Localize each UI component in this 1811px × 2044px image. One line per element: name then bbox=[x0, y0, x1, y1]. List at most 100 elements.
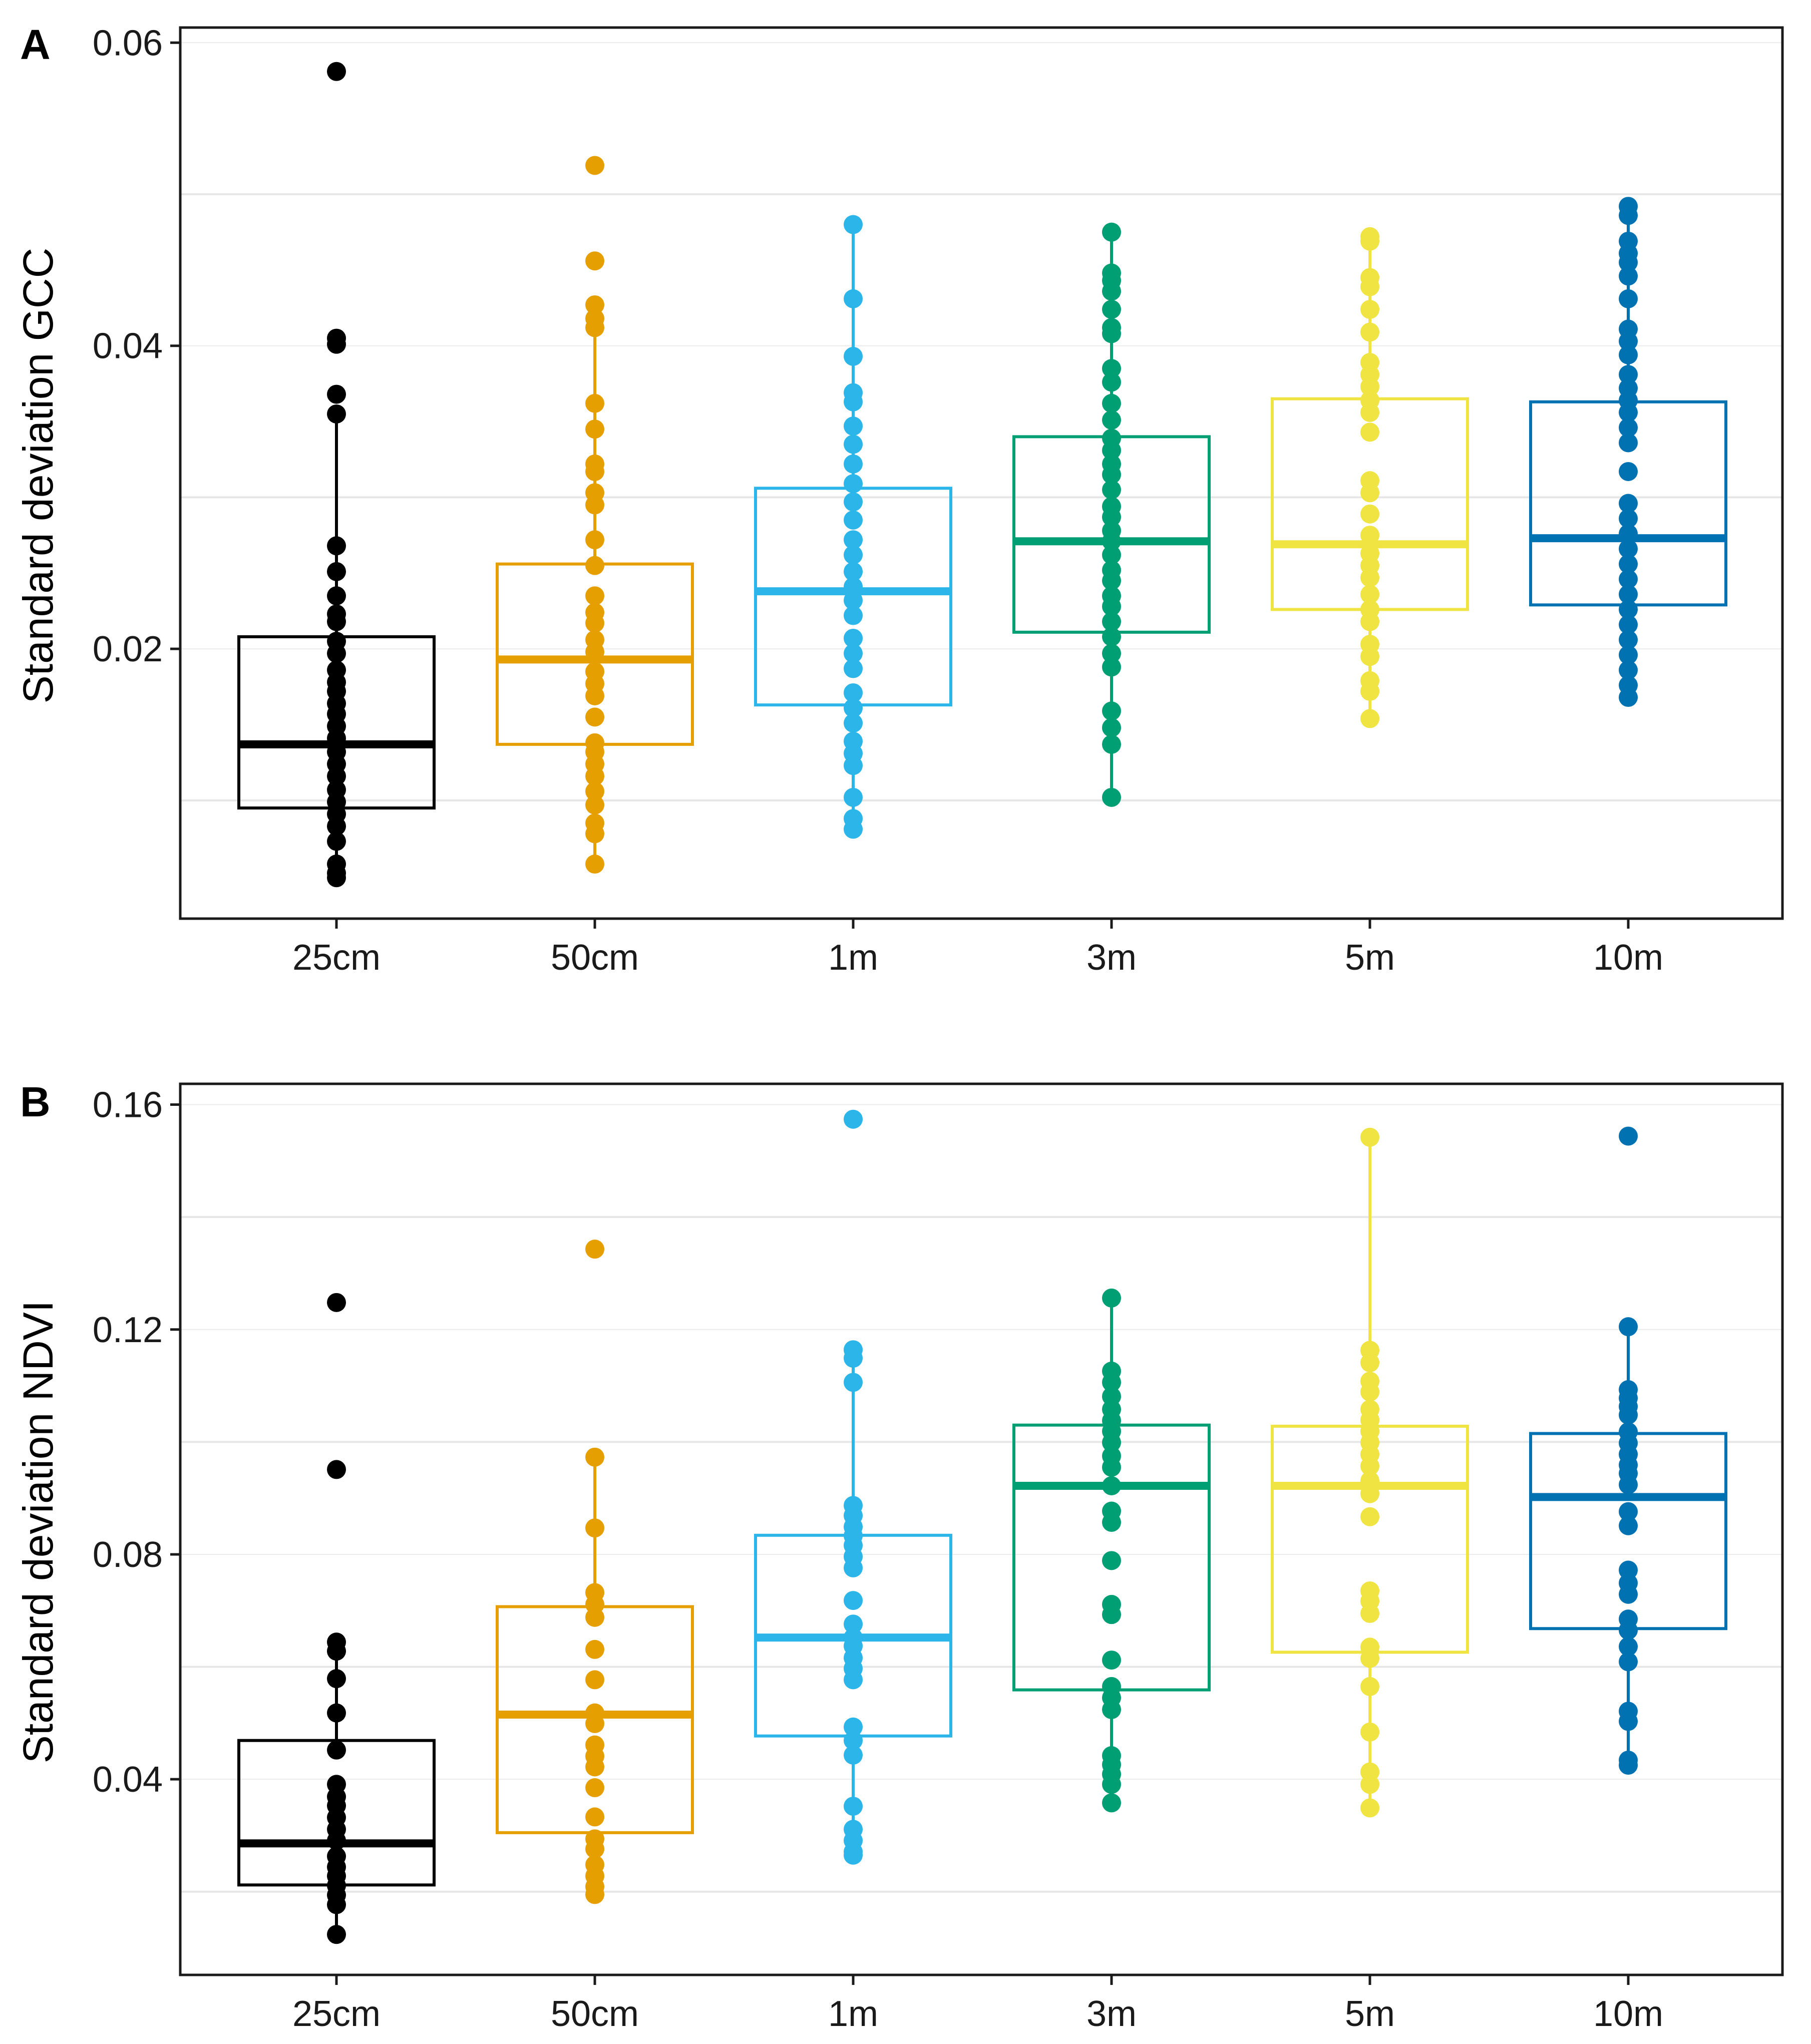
panel-a-y-tick-label: 0.06 bbox=[93, 23, 163, 63]
data-point bbox=[327, 1669, 346, 1689]
data-point bbox=[1360, 568, 1379, 587]
data-point bbox=[844, 392, 863, 412]
data-point bbox=[1619, 418, 1638, 438]
data-point bbox=[1102, 372, 1121, 392]
data-point bbox=[1360, 1649, 1379, 1668]
data-point bbox=[1102, 222, 1121, 242]
data-point bbox=[327, 1703, 346, 1723]
data-point bbox=[844, 756, 863, 775]
data-point bbox=[1619, 1652, 1638, 1672]
panel-b-box-1m bbox=[754, 1109, 952, 1865]
data-point bbox=[1619, 331, 1638, 351]
data-point bbox=[1360, 1603, 1379, 1623]
data-point bbox=[327, 1740, 346, 1760]
data-point bbox=[1619, 630, 1638, 649]
data-point bbox=[844, 591, 863, 610]
data-point bbox=[1102, 359, 1121, 378]
data-point bbox=[1102, 644, 1121, 663]
data-point bbox=[585, 1670, 604, 1690]
panel-b-border bbox=[179, 1082, 1784, 1976]
data-point bbox=[327, 586, 346, 606]
data-point bbox=[844, 1349, 863, 1368]
data-point bbox=[327, 1642, 346, 1661]
data-point bbox=[844, 435, 863, 454]
data-point bbox=[844, 1845, 863, 1865]
data-point bbox=[327, 868, 346, 888]
data-point bbox=[844, 1670, 863, 1690]
data-point bbox=[585, 824, 604, 844]
panel-b-axes: 0.04 0.08 0.12 0.16 25cm 50cm 1m 3m 5m 10m bbox=[93, 1082, 1784, 2034]
data-point bbox=[844, 1614, 863, 1634]
data-point bbox=[1619, 569, 1638, 589]
data-point bbox=[1102, 1373, 1121, 1392]
data-point bbox=[844, 820, 863, 839]
data-point bbox=[585, 1757, 604, 1777]
data-point bbox=[1102, 441, 1121, 460]
data-point bbox=[585, 556, 604, 575]
data-point bbox=[1619, 1620, 1638, 1640]
panel-a-box-10m bbox=[1529, 197, 1727, 707]
data-point bbox=[1360, 647, 1379, 666]
data-point bbox=[1102, 300, 1121, 319]
data-point bbox=[1360, 277, 1379, 296]
panel-a-x-tick-label: 10m bbox=[1593, 938, 1663, 978]
panel-b-box-10m bbox=[1529, 1126, 1727, 1775]
panel-a-border bbox=[179, 26, 1784, 920]
data-point bbox=[844, 545, 863, 565]
data-point bbox=[1619, 365, 1638, 384]
data-point bbox=[1360, 377, 1379, 396]
data-point bbox=[1619, 253, 1638, 272]
data-point bbox=[1619, 402, 1638, 422]
data-point bbox=[1102, 734, 1121, 754]
data-point bbox=[585, 1885, 604, 1904]
data-point bbox=[1102, 480, 1121, 500]
data-point bbox=[844, 474, 863, 494]
data-point bbox=[844, 713, 863, 733]
data-point bbox=[585, 795, 604, 814]
data-point bbox=[327, 62, 346, 81]
data-point bbox=[1619, 433, 1638, 453]
data-point bbox=[1102, 281, 1121, 301]
data-point bbox=[327, 404, 346, 424]
data-point bbox=[585, 156, 604, 175]
data-point bbox=[1619, 554, 1638, 574]
panel-a: A Standard deviation GCC 0.02 0.04 0.06 25c… bbox=[15, 21, 1784, 978]
data-point bbox=[1360, 1127, 1379, 1147]
data-point bbox=[844, 659, 863, 678]
data-point bbox=[1360, 1775, 1379, 1794]
panel-a-x-tick-label: 5m bbox=[1345, 938, 1395, 978]
data-point bbox=[1102, 507, 1121, 527]
panel-a-x-tick-label: 1m bbox=[828, 938, 878, 978]
data-point bbox=[327, 1895, 346, 1914]
data-point bbox=[585, 393, 604, 413]
data-point bbox=[1360, 1456, 1379, 1476]
data-point bbox=[844, 1731, 863, 1750]
panel-a-box-3m bbox=[1012, 222, 1211, 807]
data-point bbox=[1360, 526, 1379, 545]
panel-b-y-axis-title: Standard deviation NDVI bbox=[15, 1301, 62, 1764]
data-point bbox=[1102, 1793, 1121, 1813]
data-point bbox=[1619, 1637, 1638, 1657]
data-point bbox=[1360, 300, 1379, 319]
data-point bbox=[844, 289, 863, 308]
panel-a-x-tick-label: 50cm bbox=[551, 938, 639, 978]
panel-a-tag: A bbox=[20, 21, 51, 68]
data-point bbox=[844, 346, 863, 366]
data-point bbox=[585, 1640, 604, 1659]
data-point bbox=[585, 707, 604, 727]
data-point bbox=[327, 334, 346, 354]
data-point bbox=[1619, 206, 1638, 225]
data-point bbox=[844, 510, 863, 530]
data-point bbox=[1102, 787, 1121, 807]
data-point bbox=[1360, 231, 1379, 251]
data-point bbox=[585, 686, 604, 705]
data-point bbox=[844, 417, 863, 436]
data-point bbox=[585, 586, 604, 606]
data-point bbox=[844, 1109, 863, 1129]
panel-b-y-tick-label: 0.12 bbox=[93, 1310, 163, 1350]
data-point bbox=[1102, 1512, 1121, 1532]
panel-a-axes: 0.02 0.04 0.06 25cm 50cm 1m 3m 5m 10m bbox=[93, 23, 1784, 978]
data-point bbox=[1360, 1382, 1379, 1402]
data-point bbox=[1619, 688, 1638, 707]
